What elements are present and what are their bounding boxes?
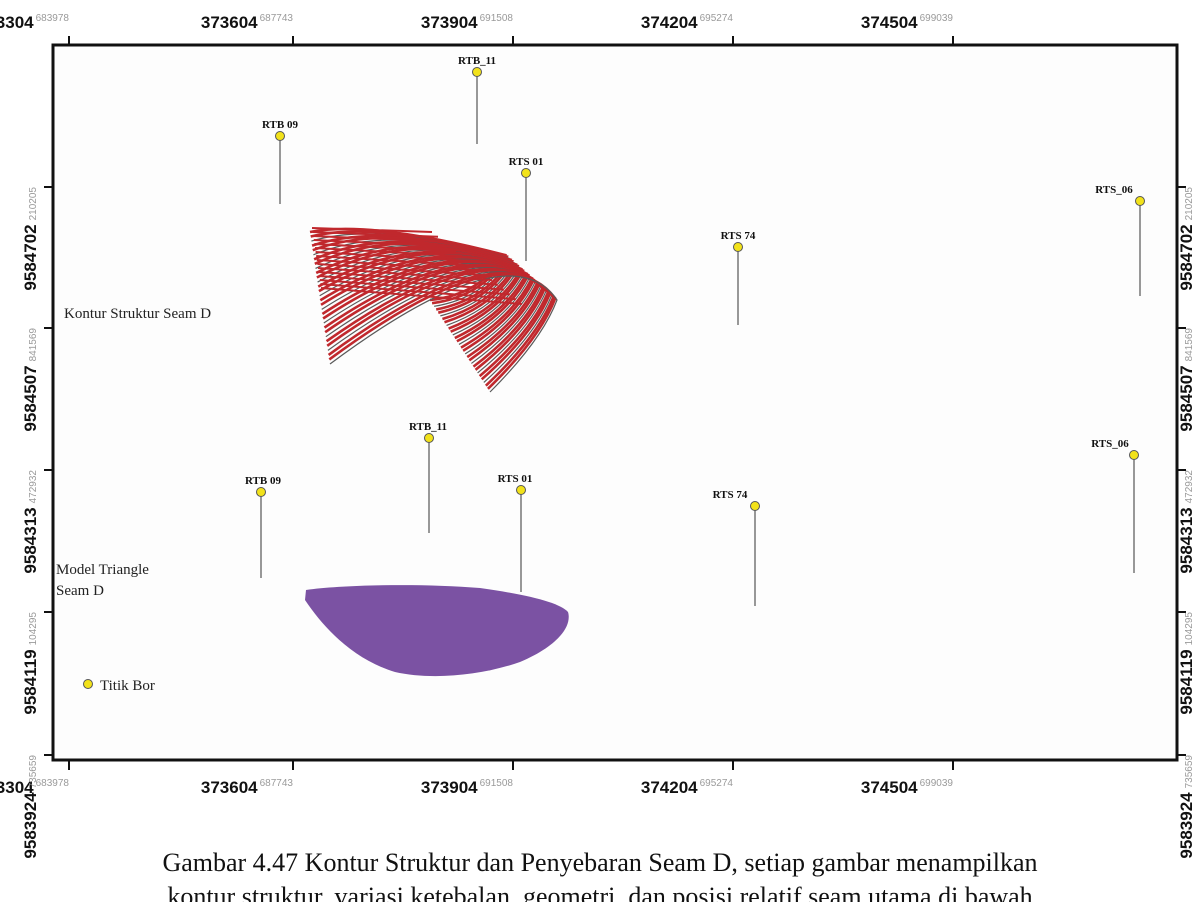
contour-line xyxy=(329,275,558,393)
borehole: RTB 09 xyxy=(245,475,281,578)
borehole-label: RTB 09 xyxy=(262,119,298,131)
borehole-marker xyxy=(1135,196,1145,206)
contour-line xyxy=(310,230,509,305)
borehole: RTS 74 xyxy=(713,489,760,606)
contour-line xyxy=(319,279,511,296)
contour-line xyxy=(317,267,493,281)
borehole: RTS_06 xyxy=(1091,438,1139,573)
contour-line xyxy=(320,287,523,305)
borehole-marker xyxy=(1129,450,1139,460)
y-axis-right: 9584702210205 9584507841569 9584313472932 9… xyxy=(1177,186,1196,859)
y-tick-label: 9584119104295 xyxy=(1177,612,1196,715)
figure-caption: Gambar 4.47 Kontur Struktur dan Penyebar… xyxy=(0,846,1200,914)
contour-line xyxy=(313,235,445,243)
contour-line xyxy=(316,259,481,272)
y-tick-label: 9583924735659 xyxy=(1177,755,1196,859)
borehole-marker xyxy=(733,242,743,252)
contour-line xyxy=(318,271,499,286)
borehole: RTB_11 xyxy=(409,421,447,533)
borehole-marker xyxy=(750,501,760,511)
y-tick-label: 9584119104295 xyxy=(21,612,40,715)
borehole-label: RTS 74 xyxy=(713,489,748,501)
contour-line xyxy=(319,275,505,291)
contour-line xyxy=(311,227,433,233)
legend-borehole-label: Titik Bor xyxy=(100,678,155,694)
triangle-model-seam-d xyxy=(305,585,569,677)
borehole-label: RTB 09 xyxy=(245,475,281,487)
contour-line xyxy=(314,243,457,253)
caption-line-1: Gambar 4.47 Kontur Struktur dan Penyebar… xyxy=(162,848,1038,877)
x-tick-label: 374504 699039 xyxy=(861,13,954,32)
borehole-marker xyxy=(256,487,266,497)
x-tick-label: 374204 695274 xyxy=(641,778,734,797)
contour-label: Kontur Struktur Seam D xyxy=(64,306,211,322)
y-tick-label: 9583924735659 xyxy=(21,755,40,859)
y-tick-label: 9584702210205 xyxy=(1177,187,1196,291)
borehole: RTS 01 xyxy=(509,156,544,261)
triangle-label-line2: Seam D xyxy=(56,583,104,599)
borehole: RTS 74 xyxy=(721,230,756,325)
borehole: RTB_11 xyxy=(458,55,496,144)
contour-line xyxy=(317,263,487,277)
contour-line xyxy=(314,247,463,257)
contour-line xyxy=(312,231,439,238)
caption-line-2: kontur struktur, variasi ketebalan, geom… xyxy=(167,882,1033,911)
borehole-marker xyxy=(275,131,285,141)
borehole-label: RTB_11 xyxy=(458,55,496,67)
boreholes-upper: RTB_11 RTB 09 RTS 01 RTS 74 RTS_06 xyxy=(262,55,1145,325)
borehole-label: RTS 74 xyxy=(721,230,756,242)
y-tick-label: 9584702210205 xyxy=(21,187,40,291)
legend-borehole-marker xyxy=(83,679,93,689)
x-tick-label: 373904 691508 xyxy=(421,778,514,797)
borehole-marker xyxy=(472,67,482,77)
borehole-label: RTS_06 xyxy=(1095,184,1133,196)
borehole-label: RTS 01 xyxy=(498,473,533,485)
x-tick-label: 373604 687743 xyxy=(201,13,294,32)
borehole-marker xyxy=(424,433,434,443)
borehole: RTS 01 xyxy=(498,473,533,592)
borehole: RTS_06 xyxy=(1095,184,1145,296)
triangle-label-line1: Model Triangle xyxy=(56,562,149,578)
contour-line xyxy=(316,255,475,267)
borehole-label: RTS_06 xyxy=(1091,438,1129,450)
map-frame xyxy=(51,43,1179,762)
x-tick-label: 373304683978 xyxy=(0,13,69,32)
borehole-marker xyxy=(521,168,531,178)
y-tick-label: 9584313472932 xyxy=(21,470,40,574)
contour-line xyxy=(313,239,451,248)
borehole-label: RTB_11 xyxy=(409,421,447,433)
x-tick-label: 374204 695274 xyxy=(641,13,734,32)
boreholes-lower: RTB_11 RTB 09 RTS 01 RTS 74 RTS_06 xyxy=(245,421,1139,606)
borehole: RTB 09 xyxy=(262,119,298,204)
x-tick-label: 373904 691508 xyxy=(421,13,514,32)
x-tick-label: 373604 687743 xyxy=(201,778,294,797)
structure-contour-seam-d xyxy=(309,227,558,393)
y-axis-left: 9584702210205 9584507841569 9584313472932 9… xyxy=(21,186,53,859)
x-tick-label: 374504 699039 xyxy=(861,778,954,797)
borehole-label: RTS 01 xyxy=(509,156,544,168)
y-tick-label: 9584507841569 xyxy=(21,328,40,432)
borehole-marker xyxy=(516,485,526,495)
contour-line xyxy=(315,251,469,262)
contour-line xyxy=(320,283,517,301)
y-tick-label: 9584507841569 xyxy=(1177,328,1196,432)
y-tick-label: 9584313472932 xyxy=(1177,470,1196,574)
x-tick-label: 373304683978 xyxy=(0,778,69,797)
